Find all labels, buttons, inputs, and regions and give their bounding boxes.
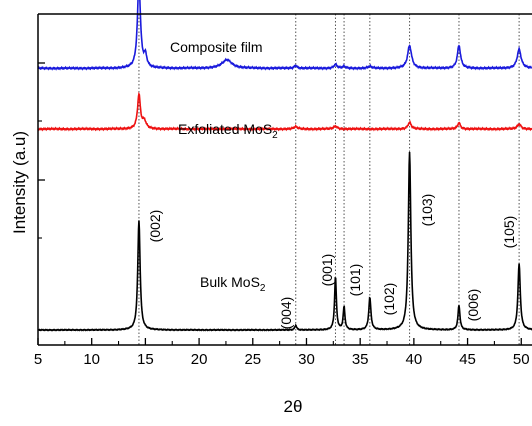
x-tick-label: 30 — [298, 351, 315, 368]
peak-label: (103) — [419, 194, 435, 227]
x-tick-label: 15 — [137, 351, 154, 368]
x-tick-label: 10 — [83, 351, 100, 368]
y-axis-label: Intensity (a.u) — [10, 131, 29, 234]
peak-label: (004) — [278, 297, 294, 330]
series-line-1 — [37, 91, 532, 132]
peak-label: (002) — [147, 210, 163, 243]
series-label: Exfoliated MoS2 — [178, 121, 278, 141]
x-tick-label: 50 — [513, 351, 530, 368]
series-lines — [37, 0, 532, 332]
series-label: Composite film — [170, 39, 263, 55]
x-tick-label: 45 — [459, 351, 476, 368]
axes: 5 10 15 20 25 30 35 40 45 50 — [34, 13, 532, 368]
peak-label: (105) — [501, 216, 517, 249]
peak-label: (001) — [319, 254, 335, 287]
series-line-0 — [37, 151, 532, 332]
x-tick-label: 20 — [191, 351, 208, 368]
x-tick-label: 5 — [34, 351, 42, 368]
x-tick-label: 40 — [406, 351, 423, 368]
x-axis-label: 2θ — [284, 397, 303, 416]
annotations: Composite film Exfoliated MoS2 Bulk MoS2 (0… — [147, 39, 517, 329]
peak-label: (102) — [381, 283, 397, 316]
peak-label: (006) — [465, 289, 481, 322]
x-tick-label: 25 — [244, 351, 261, 368]
peak-label: (101) — [347, 264, 363, 297]
series-line-2 — [37, 0, 532, 71]
x-tick-label: 35 — [352, 351, 369, 368]
series-label: Bulk MoS2 — [200, 274, 266, 294]
